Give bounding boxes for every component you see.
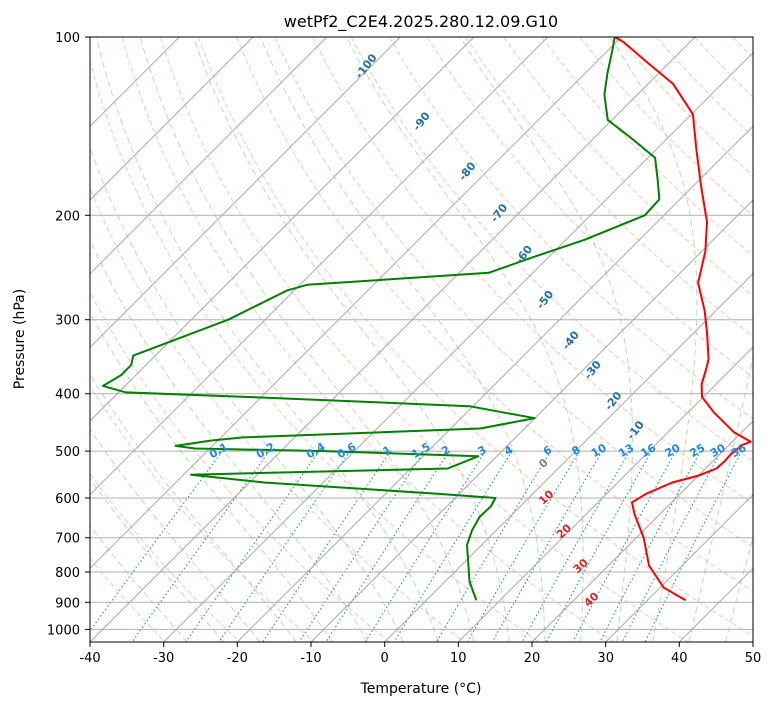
dry-adiabat-line [465,37,753,338]
dry-adiabat-line [388,37,753,420]
dry-adiabat-line [236,37,753,592]
moist-adiabat-line [346,37,584,642]
moist-adiabat-line [139,37,475,642]
isotherm-line [605,493,753,642]
y-tick-label: 400 [55,388,80,403]
y-tick-label: 200 [55,209,80,224]
sounding-series [102,37,752,602]
mixing-ratio-line [599,450,701,642]
x-tick-label: 30 [597,651,614,666]
moist-adiabat-line [90,373,297,642]
dry-adiabat-line [350,37,753,462]
mixing-ratio-line [545,450,653,642]
temperature-profile-line [614,37,752,602]
moist-adiabat-line [90,311,333,642]
isotherm-gridlines [90,37,753,642]
moist-adiabat-line [96,37,439,642]
mixing-ratio-line [262,450,392,642]
mixing-ratio-line [491,450,603,642]
dry-adiabat-line [312,37,753,505]
x-tick-label: -40 [79,651,100,666]
dry-adiabat-line [159,37,689,642]
moist-adiabat-line [90,428,261,642]
isotherm-line [90,37,328,275]
mixing-ratio-line [621,450,722,642]
y-tick-label: 800 [55,566,80,581]
x-axis-ticks: -40 -30 -20 -10 0 10 20 30 40 50 [79,642,761,666]
mixing-ratio-line [90,450,223,632]
isotherm-line [90,37,549,496]
isotherm-line [163,51,753,642]
y-tick-label: 900 [55,596,80,611]
x-axis-label: Temperature (°C) [360,681,482,697]
mixing-ratio-lines [90,450,743,642]
x-tick-label: 0 [381,651,389,666]
isotherm-line [457,346,753,642]
y-tick-label: 500 [55,445,80,460]
x-tick-label: -10 [300,651,321,666]
mixing-ratio-line [298,450,425,642]
x-tick-label: -30 [153,651,174,666]
y-tick-label: 700 [55,532,80,547]
y-tick-label: 1000 [47,623,80,638]
x-tick-label: -20 [227,651,248,666]
chart-title: wetPf2_C2E4.2025.280.12.09.G10 [284,12,558,32]
moist-adiabat-line [90,239,369,642]
moist-adiabat-line [725,535,753,642]
y-axis-ticks: 100 200 300 400 500 600 700 800 900 1000 [47,31,90,638]
mixing-ratio-line [521,450,630,642]
x-tick-label: 50 [745,651,762,666]
mixing-ratio-line [572,450,677,642]
plot-frame [89,36,754,643]
dry-adiabat-line [274,37,753,548]
moist-adiabat-line [90,525,188,642]
mixing-ratio-line [644,450,743,642]
dry-adiabat-line [426,37,753,379]
isotherm-line [90,37,475,422]
moist-adiabat-line [90,478,225,642]
moist-adiabat-line [688,354,753,642]
dry-adiabat-line [90,186,465,642]
dry-adiabat-line [90,291,390,642]
x-tick-label: 10 [450,651,467,666]
dry-adiabat-line [503,37,753,297]
y-tick-label: 300 [55,314,80,329]
mixing-ratio-line [218,450,351,642]
x-tick-label: 40 [671,651,688,666]
dewpoint-profile-line [102,37,661,601]
dry-adiabat-line [90,59,540,642]
isotherm-line [531,420,753,642]
isotherm-line [310,199,753,642]
plot-area: 0.1 0.2 0.4 0.6 1 1.5 2 3 4 6 8 10 13 16 20 25 30 36-100-… [90,37,753,642]
isotherm-line [90,37,254,201]
dry-adiabat-line [90,472,241,642]
moist-adiabat-line [259,37,546,642]
dry-adiabat-line [121,37,614,642]
y-tick-label: 100 [55,31,80,46]
moist-adiabat-line [609,37,698,642]
y-tick-label: 600 [55,492,80,507]
dry-adiabat-line [90,384,316,642]
x-tick-label: 20 [524,651,541,666]
isobar-gridlines [90,37,753,630]
moist-adiabat-line [90,146,404,642]
mixing-ratio-line [185,450,320,642]
isotherm-line [90,37,401,349]
isotherm-line [236,125,753,642]
isotherm-line [90,37,622,570]
moist-adiabat-line [192,37,510,642]
moist-adiabats [90,37,753,642]
isotherm-line [90,37,696,642]
y-axis-label: Pressure (hPa) [12,289,28,389]
isotherm-line [384,272,753,642]
